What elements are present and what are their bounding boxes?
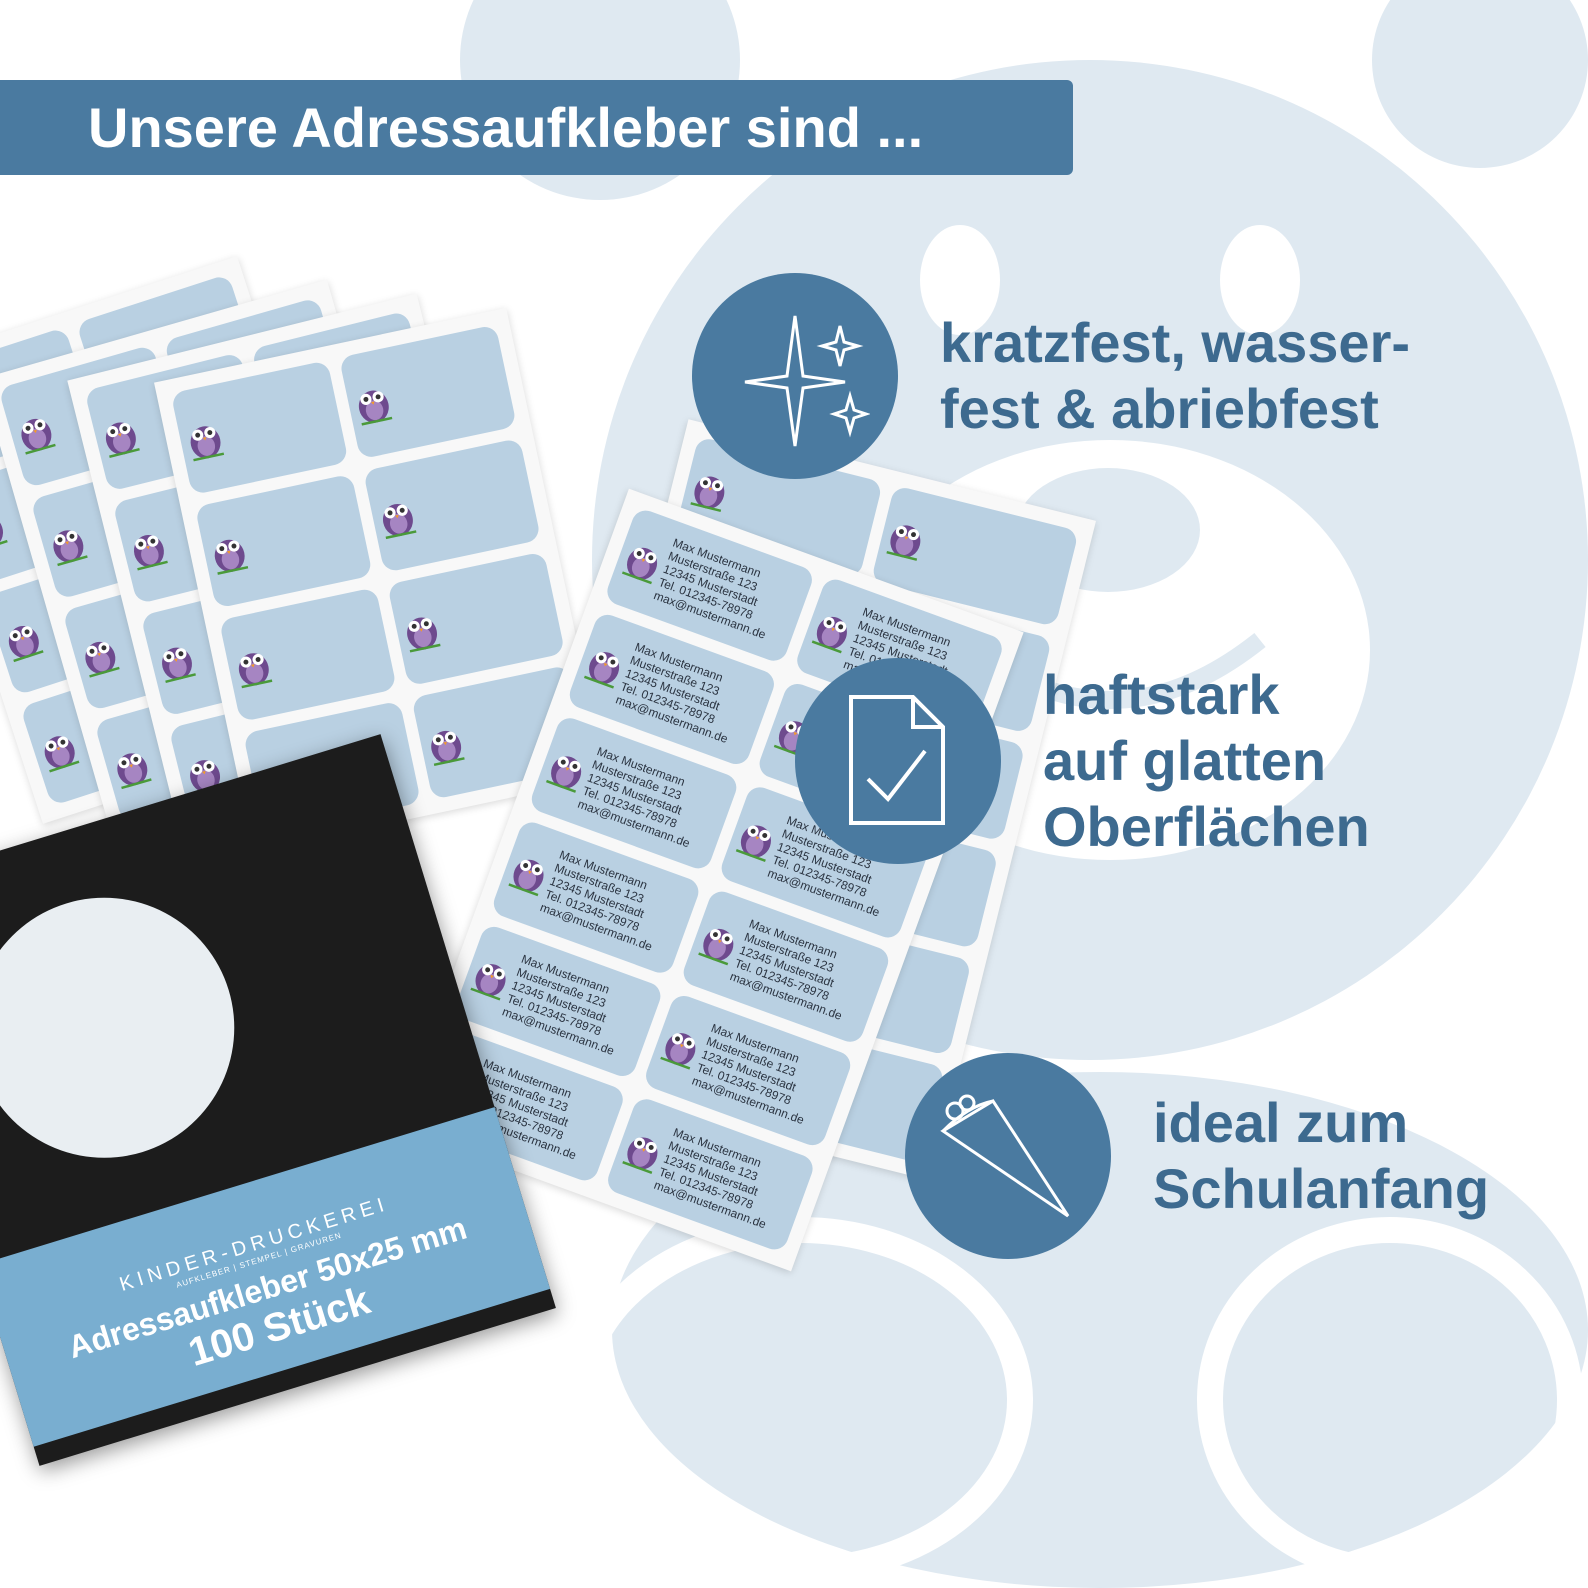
address-label [387,551,566,687]
owl-icon [619,535,667,587]
owl-icon [98,411,143,460]
owl-icon [581,639,629,691]
feature-text: ideal zum Schulanfang [1153,1091,1490,1220]
owl-icon [468,951,516,1003]
address-label [170,360,349,496]
address-label [338,324,518,460]
owl-icon [231,642,275,691]
address-label [0,547,169,696]
address-label [19,657,205,807]
owl-icon [108,741,154,791]
address-label [84,352,265,492]
address-label [674,436,884,578]
owl-icon [183,415,227,464]
address-label [30,455,213,600]
owl-icon [154,636,199,685]
owl-icon [76,630,122,680]
owl-icon [619,1124,667,1176]
owl-icon [351,379,395,428]
owl-icon [126,523,171,572]
school-cone-icon [905,1053,1111,1259]
sparkles-icon [692,273,898,479]
address-label [0,344,181,489]
owl-icon [505,847,553,899]
owl-icon [399,606,443,655]
feature-adhesive: haftstark auf glatten Oberflächen [795,658,1370,864]
address-label [0,437,133,586]
owl-icon [657,1020,705,1072]
owl-icon [0,614,46,665]
address-label [62,567,245,712]
feature-text: kratzfest, wasser- fest & abriebfest [940,311,1411,440]
address-label [112,464,293,605]
owl-icon [35,724,82,775]
address-label [218,587,398,723]
owl-icon [695,916,743,968]
owl-icon [0,503,11,554]
feature-school: ideal zum Schulanfang [905,1053,1489,1259]
owl-icon [809,604,857,656]
document-check-icon [795,658,1001,864]
feature-scratchproof: kratzfest, wasser- fest & abriebfest [692,273,1410,479]
owl-icon [733,812,781,864]
owl-icon [375,493,419,542]
address-label [362,437,542,573]
owl-icon [883,514,928,563]
header-banner: Unsere Adressaufkleber sind ... [0,80,1073,175]
page-title: Unsere Adressaufkleber sind ... [88,96,924,159]
owl-icon [687,465,732,514]
address-label [94,678,277,824]
owl-icon [207,529,251,578]
owl-icon [543,743,591,795]
feature-text: haftstark auf glatten Oberflächen [1043,663,1370,858]
address-label [140,577,321,717]
address-label [870,485,1080,627]
owl-icon [424,720,468,769]
package-window [0,865,267,1191]
address-label [411,664,590,800]
address-label [194,473,373,609]
owl-icon [44,518,90,568]
owl-icon [182,748,227,797]
owl-icon [12,407,58,457]
address-label [168,689,349,830]
